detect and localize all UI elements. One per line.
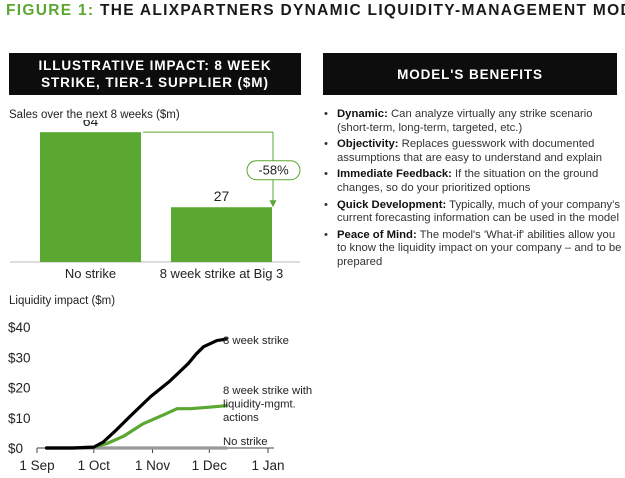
benefit-term: Quick Development: [337, 198, 447, 211]
x-tick-label: 1 Nov [135, 458, 171, 473]
x-tick-label: 1 Sep [19, 458, 54, 473]
benefit-text: If the situation on the ground changes, … [337, 168, 599, 194]
series-label: No strike [223, 436, 268, 448]
benefit-term: Immediate Feedback: [337, 168, 452, 181]
benefit-text: Typically, much of your company's curren… [337, 198, 621, 225]
benefit-item: • Quick Development: Typically, much of y… [322, 199, 622, 226]
bullet-icon: • [324, 168, 328, 181]
x-tick-label: 1 Jan [251, 458, 284, 473]
benefit-text: Replaces guesswork with documented assum… [337, 138, 603, 164]
benefit-item: • Dynamic: Can analyze virtually any stri… [322, 108, 622, 135]
bar-category-label: 8 week strike at Big 3 [160, 266, 284, 281]
figure-number: FIGURE 1: [6, 2, 95, 19]
sales-bar [40, 132, 141, 262]
liquidity-chart-title: Liquidity impact ($m) [9, 295, 116, 307]
benefit-term: Objectivity: [337, 138, 399, 151]
series-label: 8 week strike with liquidity-mgmt. actions [223, 385, 312, 424]
y-tick-label: $20 [8, 381, 31, 396]
benefits-list: • Dynamic: Can analyze virtually any stri… [322, 108, 622, 273]
bar-value-label: 27 [214, 188, 230, 204]
y-tick-label: $30 [8, 350, 31, 365]
benefit-term: Dynamic: [337, 108, 388, 120]
bullet-icon: • [324, 138, 328, 151]
change-arrowhead [269, 200, 277, 208]
benefits-panel-header: MODEL'S BENEFITS [323, 53, 617, 95]
bullet-icon: • [324, 108, 328, 120]
bar-value-label: 64 [83, 120, 99, 129]
y-tick-label: $10 [8, 411, 31, 426]
benefit-text: Can analyze virtually any strike scenari… [337, 108, 593, 134]
sales-bar-chart: 64 No strike 27 8 week strike at Big 3 -58% [10, 120, 301, 281]
sales-bar [171, 207, 272, 262]
benefit-term: Peace of Mind: [337, 228, 417, 241]
sales-chart-title: Sales over the next 8 weeks ($m) [9, 109, 180, 121]
x-tick-label: 1 Oct [78, 458, 111, 473]
benefit-item: • Peace of Mind: The model's 'What-if' ab… [322, 229, 622, 270]
liquidity-line-chart: $0 $10 $20 $30 $40 1 Sep 1 Oct 1 Nov 1 Dec 1 Jan 8… [8, 320, 312, 473]
benefit-item: • Immediate Feedback: If the situation on… [322, 168, 622, 195]
impact-panel-header: ILLUSTRATIVE IMPACT: 8 WEEK STRIKE, TIER… [9, 53, 301, 95]
benefit-text: The model's 'What-if' abilities allow yo… [337, 228, 622, 268]
series-label: 8 week strike [223, 335, 289, 347]
y-tick-label: $0 [8, 441, 23, 456]
figure-title: FIGURE 1: THE ALIXPARTNERS DYNAMIC LIQUI… [6, 2, 625, 20]
x-tick-label: 1 Dec [192, 458, 228, 473]
series-line [44, 337, 228, 450]
y-tick-label: $40 [8, 320, 31, 335]
benefit-item: • Objectivity: Replaces guesswork with do… [322, 138, 622, 165]
bar-category-label: No strike [65, 266, 116, 281]
figure-title-text: THE ALIXPARTNERS DYNAMIC LIQUIDITY-MANAG… [99, 2, 625, 19]
change-badge-label: -58% [258, 163, 289, 178]
bullet-icon: • [324, 228, 328, 241]
bullet-icon: • [324, 198, 328, 211]
change-badge [246, 160, 301, 181]
